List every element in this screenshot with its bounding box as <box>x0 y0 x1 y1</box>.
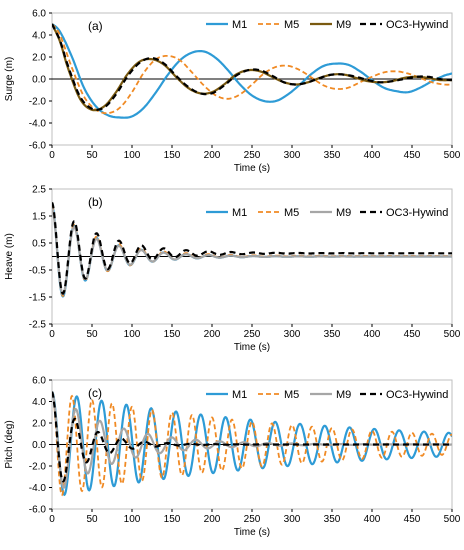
x-tick-label: 350 <box>324 514 341 525</box>
panel-label: (c) <box>88 386 102 400</box>
x-tick-label: 250 <box>244 329 261 340</box>
x-tick-label: 400 <box>364 150 381 161</box>
y-tick-label: 0.0 <box>32 440 46 451</box>
y-tick-label: -2.0 <box>29 462 47 473</box>
panel-label: (a) <box>88 19 103 33</box>
y-tick-label: 0.5 <box>32 239 46 250</box>
legend-label: M5 <box>284 207 299 219</box>
series-line-m5 <box>52 23 452 115</box>
panel-label: (b) <box>88 195 103 209</box>
legend-label: M1 <box>232 389 247 401</box>
x-tick-label: 50 <box>86 329 98 340</box>
x-tick-label: 350 <box>324 329 341 340</box>
y-tick-label: -1.5 <box>29 293 47 304</box>
y-tick-label: -2.0 <box>29 97 47 108</box>
y-tick-label: -4.0 <box>29 483 47 494</box>
x-tick-label: 450 <box>404 150 421 161</box>
series-line-oc3-hywind <box>52 201 452 295</box>
x-tick-label: 50 <box>86 514 98 525</box>
series-line-m9 <box>52 207 452 296</box>
x-tick-label: 200 <box>204 150 221 161</box>
x-tick-label: 300 <box>284 514 301 525</box>
x-tick-label: 250 <box>244 150 261 161</box>
x-axis-label: Time (s) <box>234 342 270 353</box>
legend-label: M1 <box>232 207 247 219</box>
y-axis-label: Pitch (deg) <box>4 420 15 468</box>
series-line-m9 <box>52 391 452 489</box>
y-tick-label: 2.0 <box>32 419 46 430</box>
legend-label: M1 <box>232 19 247 31</box>
y-tick-label: -6.0 <box>29 141 47 152</box>
legend-label: M9 <box>336 19 351 31</box>
x-tick-label: 250 <box>244 514 261 525</box>
x-tick-label: 200 <box>204 514 221 525</box>
x-tick-label: 100 <box>124 329 141 340</box>
series-line-m1 <box>52 23 452 119</box>
x-tick-label: 400 <box>364 514 381 525</box>
x-tick-label: 150 <box>164 514 181 525</box>
chart-panel-3: 0 50 100 150 200 250 300 350 400 450 500 -6.0 -4.0 -2… <box>4 376 461 539</box>
legend-label: OC3-Hywind <box>386 19 448 31</box>
y-tick-label: -6.0 <box>29 505 47 516</box>
series-line-oc3-hywind <box>52 23 452 111</box>
legend-label: OC3-Hywind <box>386 207 448 219</box>
y-axis-label: Heave (m) <box>4 233 15 280</box>
series-line-m9 <box>52 23 452 112</box>
x-tick-label: 100 <box>124 514 141 525</box>
chart-panel-2: 0 50 100 150 200 250 300 350 400 450 500 -2.5 -1.5 -0… <box>4 185 461 354</box>
x-tick-label: 450 <box>404 329 421 340</box>
legend-label: M5 <box>284 389 299 401</box>
chart-panel-1: 0 50 100 150 200 250 300 350 400 450 500 -6.0 -4.0 -2… <box>4 9 461 175</box>
x-tick-label: 500 <box>444 329 461 340</box>
y-tick-label: 4.0 <box>32 31 46 42</box>
legend-label: M9 <box>336 207 351 219</box>
x-tick-label: 300 <box>284 329 301 340</box>
x-tick-label: 350 <box>324 150 341 161</box>
y-tick-label: 6.0 <box>32 9 46 20</box>
x-tick-label: 50 <box>86 150 98 161</box>
x-tick-label: 400 <box>364 329 381 340</box>
y-tick-label: 0.0 <box>32 75 46 86</box>
x-tick-label: 450 <box>404 514 421 525</box>
series-line-m1 <box>52 391 452 497</box>
series-line-m5 <box>52 391 452 497</box>
x-tick-label: 150 <box>164 329 181 340</box>
legend-label: OC3-Hywind <box>386 389 448 401</box>
y-tick-label: 6.0 <box>32 376 46 387</box>
x-tick-label: 0 <box>49 329 55 340</box>
x-tick-label: 0 <box>49 150 55 161</box>
x-tick-label: 300 <box>284 150 301 161</box>
y-tick-label: 1.5 <box>32 212 46 223</box>
y-axis-label: Surge (m) <box>4 57 15 101</box>
y-tick-label: 2.0 <box>32 53 46 64</box>
x-tick-label: 0 <box>49 514 55 525</box>
legend-label: M5 <box>284 19 299 31</box>
x-tick-label: 200 <box>204 329 221 340</box>
y-tick-label: -4.0 <box>29 119 47 130</box>
y-tick-label: -0.5 <box>29 266 47 277</box>
x-axis-label: Time (s) <box>234 527 270 538</box>
series-line-oc3-hywind <box>52 391 452 483</box>
x-tick-label: 100 <box>124 150 141 161</box>
y-tick-label: 4.0 <box>32 397 46 408</box>
legend-label: M9 <box>336 389 351 401</box>
x-tick-label: 500 <box>444 150 461 161</box>
x-tick-label: 500 <box>444 514 461 525</box>
x-axis-label: Time (s) <box>234 163 270 174</box>
y-tick-label: -2.5 <box>29 320 47 331</box>
x-tick-label: 150 <box>164 150 181 161</box>
y-tick-label: 2.5 <box>32 185 46 196</box>
